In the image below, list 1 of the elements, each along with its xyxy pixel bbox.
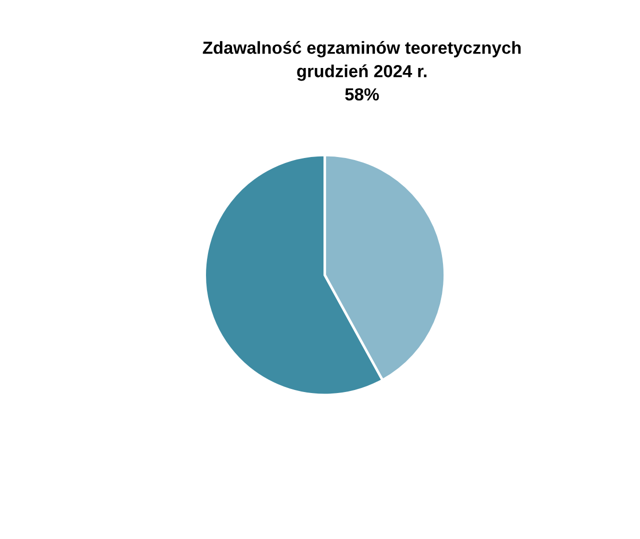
chart-title: Zdawalność egzaminów teoretycznych grudzień 2024 r. 58% bbox=[202, 41, 521, 100]
